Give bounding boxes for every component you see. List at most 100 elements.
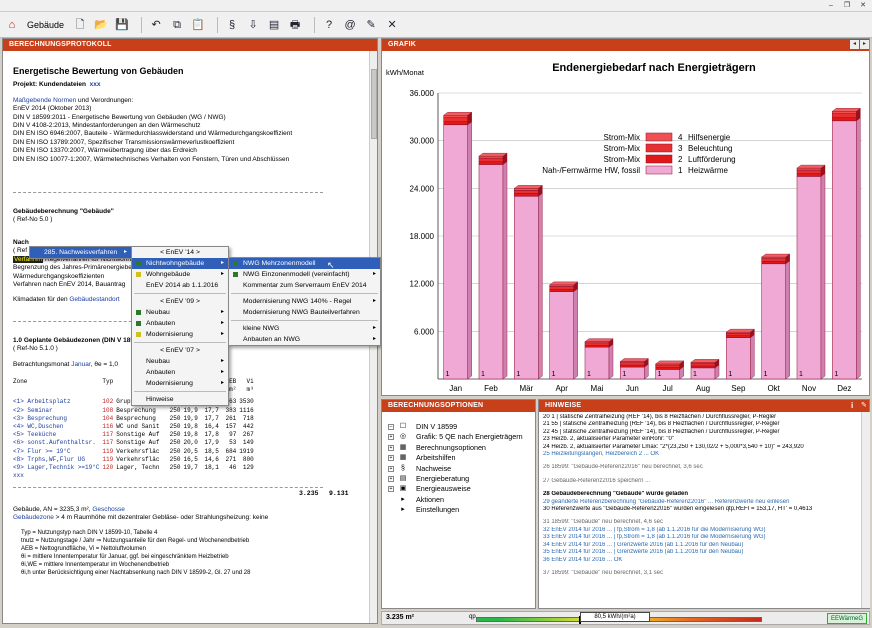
tree-berechnungsoptionen[interactable]: + ▦ Berechnungsoptionen xyxy=(386,443,531,453)
new-document-icon[interactable]: 🗋 xyxy=(75,18,85,31)
table-row[interactable]: <4> WC,Duschen 116 WC und Sanit 250 19,8 16,4… xyxy=(13,423,257,431)
table-cell: <6> sonst.Aufenthaltsr. xyxy=(13,439,96,447)
tree-node-label: Aktionen xyxy=(416,494,444,504)
menu-item[interactable]: Modernisierung ▸ xyxy=(132,329,228,340)
help-icon[interactable]: ? xyxy=(325,18,333,31)
geschosse-link[interactable]: Geschosse xyxy=(92,505,125,513)
table-row[interactable]: <3> Besprechung 104 Besprechung 250 19,9 17,7… xyxy=(13,415,257,423)
table-cell: <5> Teeküche xyxy=(13,431,57,439)
table-cell: <7> Flur >= 19°C xyxy=(13,447,71,455)
prev-chart-button[interactable]: ◂ xyxy=(850,40,859,49)
menu-item[interactable]: Kommentar zum Serverraum EnEV 2014 xyxy=(229,280,380,291)
menu-item[interactable]: Modernisierung NWG Bauteilverfahren xyxy=(229,307,380,318)
undo-icon[interactable]: ↶ xyxy=(151,18,161,31)
table-row[interactable]: <6> sonst.Aufenthaltsr. 117 Sonstige Auf 25… xyxy=(13,439,257,447)
project-value[interactable]: xxx xyxy=(89,81,101,89)
menu-item[interactable]: Anbauten an NWG ▸ xyxy=(229,334,380,345)
expand-icon[interactable]: + xyxy=(388,465,394,472)
eewaermeg-badge[interactable]: EEWärmeG xyxy=(826,613,867,624)
tree-energieberatung[interactable]: + ▤ Energieberatung xyxy=(386,474,531,484)
restore-button[interactable]: ❐ xyxy=(843,2,851,9)
bar-Apr-s1 xyxy=(549,288,574,292)
klima-link[interactable]: Gebäudestandort xyxy=(69,296,120,304)
pin-icon[interactable]: ✎ xyxy=(861,402,867,409)
tree-arbeitshilfen[interactable]: + ▦ Arbeitshilfen xyxy=(386,453,531,463)
table-row[interactable]: <5> Teeküche 117 Sonstige Auf 250 19,8 17,8 97… xyxy=(13,431,257,439)
table-cell: <2> Seminar xyxy=(13,406,53,414)
calculate-icon[interactable]: § xyxy=(228,18,236,31)
menu-item[interactable]: Nichtwohngebäude ▸ xyxy=(132,258,228,269)
menu-item[interactable]: NWG Einzonenmodell (vereinfacht) ▸ xyxy=(229,269,380,280)
menu-item[interactable]: Anbauten ▸ xyxy=(132,318,228,329)
bar-Jul-s1 xyxy=(655,367,680,370)
hints-scrollbar[interactable] xyxy=(861,412,870,608)
report-icon[interactable]: ▤ xyxy=(268,18,280,31)
bar-side-Mai-s0 xyxy=(608,343,614,380)
table-row[interactable]: <9> Lager,Technik >=19°C 120 Lager, Techn 2… xyxy=(13,464,257,472)
month-link[interactable]: Januar xyxy=(71,360,91,368)
building-icon[interactable]: ⌂ xyxy=(8,18,16,31)
menu-item[interactable]: Modernisierung ▸ xyxy=(132,378,228,389)
expand-icon[interactable]: + xyxy=(388,455,394,462)
bar-side-Dez-s0 xyxy=(856,117,861,380)
notes-icon[interactable]: ✎ xyxy=(366,18,376,31)
menu-item[interactable]: Neubau ▸ xyxy=(132,307,228,318)
tree-nachweise[interactable]: + § Nachweise xyxy=(386,464,531,474)
legend-line: θi,h unter Berücksichtigung einer Nachta… xyxy=(21,570,251,577)
info-icon[interactable]: @ xyxy=(344,18,356,31)
table-cell: Lager, Techn xyxy=(116,463,160,471)
tree-energieausweise[interactable]: + ▣ Energieausweise xyxy=(386,484,531,494)
gz-link[interactable]: Gebäudezone xyxy=(13,513,54,521)
menu-item[interactable]: Hinweise xyxy=(132,394,228,405)
expand-icon[interactable]: + xyxy=(388,444,394,451)
expand-icon[interactable]: + xyxy=(388,476,394,483)
tree-einstellungen[interactable]: ▸ Einstellungen xyxy=(386,505,531,515)
bar-Jan-s0 xyxy=(443,124,468,380)
norms-link[interactable]: Maßgebende Normen xyxy=(13,96,77,104)
bar-number-label: 1 xyxy=(481,371,485,378)
table-row[interactable]: <7> Flur >= 19°C 119 Verkehrsfläc 250 20,5 18… xyxy=(13,448,257,456)
table-cell: Sonstige Auf xyxy=(116,439,160,447)
table-row[interactable]: <2> Seminar 108 Besprechung 250 19,9 17,7 383 1… xyxy=(13,407,257,415)
menu-item[interactable]: Wohngebäude ▸ xyxy=(132,269,228,280)
paste-icon[interactable]: 📋 xyxy=(191,18,205,31)
table-cell: 250 xyxy=(169,422,181,430)
tree-node-icon: ▸ xyxy=(401,495,405,503)
print-icon[interactable]: 🖶 xyxy=(289,18,301,31)
menu-item[interactable]: Anbauten ▸ xyxy=(132,367,228,378)
verfahren-tag[interactable]: Verfahren xyxy=(13,255,44,263)
menu-item[interactable]: EnEV 2014 ab 1.1.2016 xyxy=(132,280,228,291)
hint-line: 27 Gebäude-Referenz2016 speichern ... xyxy=(543,477,651,484)
norm-line: DIN EN ISO 6946:2007, Bauteile - Wärmedu… xyxy=(13,130,293,138)
tree-aktionen[interactable]: ▸ Aktionen xyxy=(386,495,531,505)
open-folder-icon[interactable]: 📂 xyxy=(94,18,108,31)
bar-number-label: 1 xyxy=(658,371,662,378)
menu-item[interactable]: Modernisierung NWG 140% - Regel ▸ xyxy=(229,296,380,307)
window-close-button[interactable]: ✕ xyxy=(860,2,866,9)
legend-label: Beleuchtung xyxy=(688,144,732,153)
menu-item[interactable]: NWG Mehrzonenmodell ↖ xyxy=(229,258,380,270)
tree-din-v-18599[interactable]: – ☐ DIN V 18599 xyxy=(386,422,531,432)
table-row[interactable]: <8> Trphs,WF,Flur UG 119 Verkehrsfläc 250 16… xyxy=(13,456,257,464)
expand-icon[interactable]: + xyxy=(388,434,394,441)
minimize-button[interactable]: – xyxy=(829,2,833,9)
menu-item[interactable]: Neubau ▸ xyxy=(132,356,228,367)
sum-aeb: 3.235 xyxy=(299,489,319,497)
expand-icon[interactable]: + xyxy=(388,486,394,493)
close-icon[interactable]: ✕ xyxy=(387,18,397,31)
info-icon[interactable]: i xyxy=(851,401,854,410)
x-tick-label: Mär xyxy=(519,384,533,393)
bar-Feb-s2 xyxy=(478,157,504,162)
menu-item[interactable]: kleine NWG ▸ xyxy=(229,323,380,334)
collapse-icon[interactable]: – xyxy=(388,424,394,430)
bar-Mär-s1 xyxy=(514,193,539,197)
table-cell: 261 xyxy=(225,414,237,422)
tree-grafik[interactable]: + ◎ Grafik: 5 QE nach Energieträgern xyxy=(386,432,531,442)
save-icon[interactable]: 💾 xyxy=(115,18,129,31)
next-chart-button[interactable]: ▸ xyxy=(860,40,869,49)
export-icon[interactable]: ⇩ xyxy=(248,18,258,31)
menu-item-nachweisverfahren[interactable]: 285. Nachweisverfahren ▸ xyxy=(30,247,131,258)
bar-Nov-s0 xyxy=(796,176,822,380)
copy-icon[interactable]: ⧉ xyxy=(173,18,181,31)
scroll-thumb[interactable] xyxy=(371,69,377,139)
